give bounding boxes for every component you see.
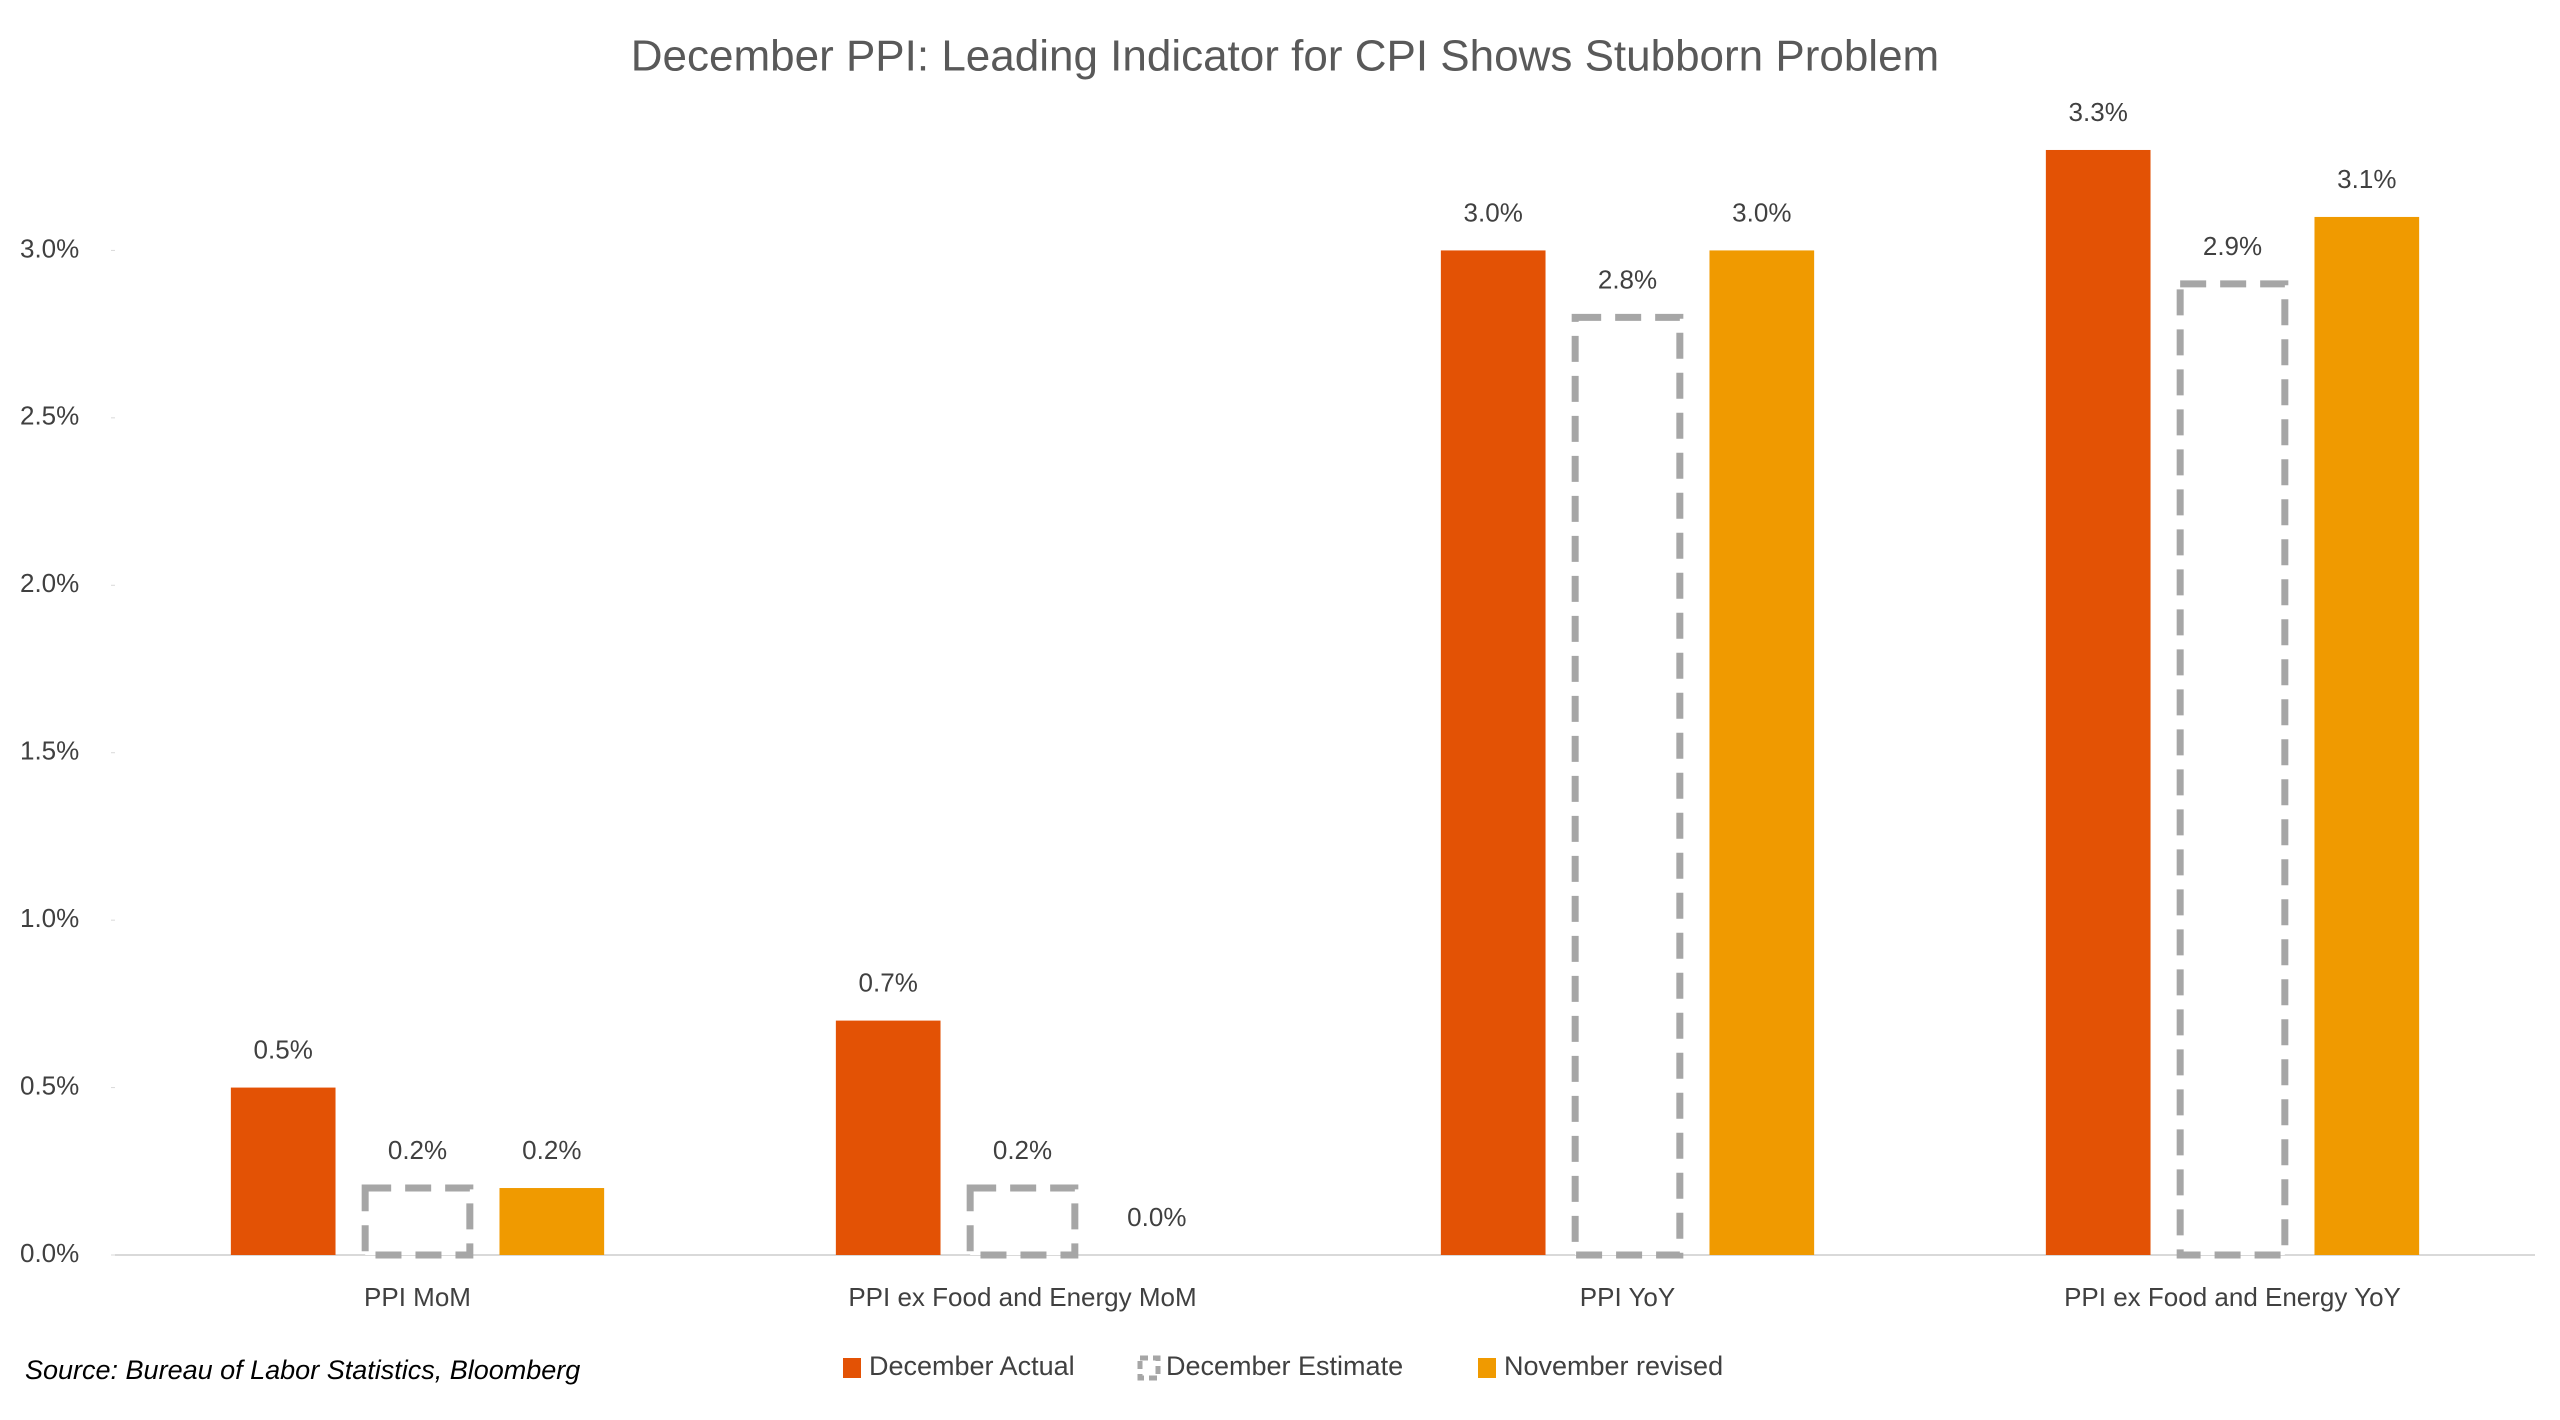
value-label: 2.9% bbox=[2203, 231, 2262, 261]
value-label: 0.7% bbox=[859, 967, 918, 997]
y-tick-label: 2.5% bbox=[20, 401, 79, 431]
bar bbox=[499, 1188, 605, 1255]
value-label: 0.2% bbox=[993, 1135, 1052, 1165]
y-tick-label: 3.0% bbox=[20, 233, 79, 263]
value-label: 3.3% bbox=[2069, 97, 2128, 127]
bar bbox=[2176, 280, 2289, 1259]
x-tick-label: PPI MoM bbox=[364, 1282, 471, 1312]
legend-marker bbox=[843, 1358, 861, 1378]
value-label: 0.5% bbox=[254, 1034, 313, 1064]
value-label: 3.0% bbox=[1464, 197, 1523, 227]
bar bbox=[1571, 313, 1684, 1259]
x-tick-label: PPI ex Food and Energy YoY bbox=[2064, 1282, 2401, 1312]
bar bbox=[2045, 149, 2151, 1255]
legend-label: November revised bbox=[1504, 1351, 1723, 1381]
x-tick-label: PPI YoY bbox=[1580, 1282, 1675, 1312]
value-label: 2.8% bbox=[1598, 264, 1657, 294]
legend-marker bbox=[1478, 1358, 1496, 1378]
y-tick-label: 1.0% bbox=[20, 903, 79, 933]
bar bbox=[230, 1087, 336, 1255]
bar bbox=[1709, 250, 1815, 1255]
legend-label: December Estimate bbox=[1166, 1351, 1403, 1381]
source-note: Source: Bureau of Labor Statistics, Bloo… bbox=[25, 1355, 580, 1385]
bar bbox=[966, 1184, 1079, 1259]
value-label: 0.2% bbox=[388, 1135, 447, 1165]
bar bbox=[2314, 216, 2420, 1255]
legend-label: December Actual bbox=[869, 1351, 1075, 1381]
bar bbox=[835, 1020, 941, 1255]
bar bbox=[1440, 250, 1546, 1255]
y-tick-label: 0.0% bbox=[20, 1238, 79, 1268]
y-tick-label: 0.5% bbox=[20, 1070, 79, 1100]
chart-title: December PPI: Leading Indicator for CPI … bbox=[631, 32, 1939, 81]
y-tick-label: 1.5% bbox=[20, 736, 79, 766]
x-tick-label: PPI ex Food and Energy MoM bbox=[848, 1282, 1196, 1312]
value-label: 0.0% bbox=[1127, 1202, 1186, 1232]
legend-marker bbox=[1137, 1355, 1161, 1381]
value-label: 3.1% bbox=[2337, 164, 2396, 194]
value-label: 0.2% bbox=[522, 1135, 581, 1165]
value-label: 3.0% bbox=[1732, 197, 1791, 227]
y-tick-label: 2.0% bbox=[20, 568, 79, 598]
bar bbox=[361, 1184, 474, 1259]
